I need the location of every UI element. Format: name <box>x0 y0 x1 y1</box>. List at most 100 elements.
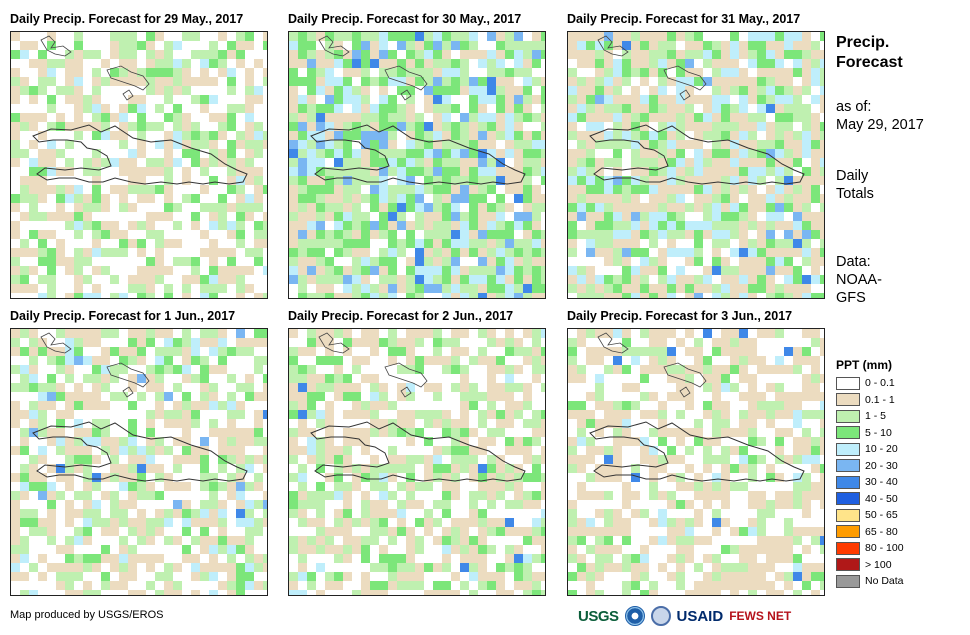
precip-cell <box>532 347 541 356</box>
precip-cell <box>83 563 92 572</box>
precip-cell <box>721 383 730 392</box>
precip-cell <box>478 329 487 338</box>
precip-cell <box>667 518 676 527</box>
precip-cell <box>191 95 200 104</box>
precip-cell <box>128 491 137 500</box>
precip-cell <box>164 356 173 365</box>
precip-cell <box>523 293 532 298</box>
precip-cell <box>433 581 442 590</box>
precip-cell <box>586 266 595 275</box>
precip-cell <box>496 284 505 293</box>
precip-cell <box>667 149 676 158</box>
precip-cell <box>164 347 173 356</box>
logo-strip: USGS USAID FEWS NET <box>578 603 791 629</box>
precip-cell <box>595 248 604 257</box>
precip-cell <box>325 383 334 392</box>
precip-cell <box>182 554 191 563</box>
precip-cell <box>460 563 469 572</box>
precip-cell <box>748 563 757 572</box>
precip-cell <box>101 329 110 338</box>
precip-cell <box>38 50 47 59</box>
precip-cell <box>703 536 712 545</box>
precip-cell <box>307 437 316 446</box>
precip-cell <box>667 446 676 455</box>
precip-cell <box>173 131 182 140</box>
precip-cell <box>361 293 370 298</box>
precip-cell <box>451 572 460 581</box>
precip-cell <box>209 536 218 545</box>
precip-cell <box>191 347 200 356</box>
precip-cell <box>254 122 263 131</box>
precip-cell <box>604 104 613 113</box>
precip-cell <box>802 383 811 392</box>
precip-cell <box>703 482 712 491</box>
precip-cell <box>38 149 47 158</box>
precip-cell <box>316 167 325 176</box>
precip-cell <box>352 131 361 140</box>
precip-cell <box>478 77 487 86</box>
precip-cell <box>182 500 191 509</box>
precip-cell <box>307 266 316 275</box>
precip-cell <box>451 230 460 239</box>
precip-cell <box>685 401 694 410</box>
precip-cell <box>146 338 155 347</box>
precip-cell <box>793 131 802 140</box>
precip-cell <box>586 32 595 41</box>
precip-cell <box>631 59 640 68</box>
precip-cell <box>784 491 793 500</box>
precip-cell <box>424 221 433 230</box>
precip-cell <box>811 50 820 59</box>
precip-cell <box>667 491 676 500</box>
precip-cell <box>631 464 640 473</box>
precip-cell <box>739 554 748 563</box>
precip-cell <box>101 572 110 581</box>
precip-cell <box>11 527 20 536</box>
precip-cell <box>694 50 703 59</box>
precip-cell <box>146 50 155 59</box>
precip-cell <box>667 293 676 298</box>
precip-cell <box>487 473 496 482</box>
precip-cell <box>263 185 267 194</box>
precip-cell <box>47 383 56 392</box>
precip-cell <box>496 149 505 158</box>
precip-cell <box>38 257 47 266</box>
precip-cell <box>820 500 824 509</box>
precip-cell <box>334 473 343 482</box>
precip-cell <box>802 176 811 185</box>
precip-cell <box>155 212 164 221</box>
precip-cell <box>613 563 622 572</box>
precip-cell <box>65 194 74 203</box>
precip-cell <box>460 545 469 554</box>
precip-cell <box>577 176 586 185</box>
precip-cell <box>505 383 514 392</box>
precip-cell <box>460 410 469 419</box>
precip-cell <box>218 221 227 230</box>
precip-cell <box>604 365 613 374</box>
precip-cell <box>739 446 748 455</box>
precip-cell <box>200 203 209 212</box>
precip-cell <box>406 428 415 437</box>
precip-cell <box>676 86 685 95</box>
precip-cell <box>29 266 38 275</box>
precip-cell <box>343 212 352 221</box>
precip-cell <box>694 77 703 86</box>
precip-cell <box>236 581 245 590</box>
precip-cell <box>307 158 316 167</box>
precip-cell <box>379 122 388 131</box>
precip-cell <box>478 104 487 113</box>
precip-cell <box>415 59 424 68</box>
precip-cell <box>730 68 739 77</box>
precip-cell <box>47 527 56 536</box>
precip-cell <box>379 500 388 509</box>
precip-cell <box>200 338 209 347</box>
precip-cell <box>38 239 47 248</box>
precip-cell <box>254 581 263 590</box>
precip-cell <box>532 284 541 293</box>
precip-cell <box>469 284 478 293</box>
precip-cell <box>218 428 227 437</box>
precip-cell <box>415 221 424 230</box>
precip-cell <box>433 95 442 104</box>
precip-cell <box>415 329 424 338</box>
precip-cell <box>424 41 433 50</box>
precip-cell <box>218 68 227 77</box>
